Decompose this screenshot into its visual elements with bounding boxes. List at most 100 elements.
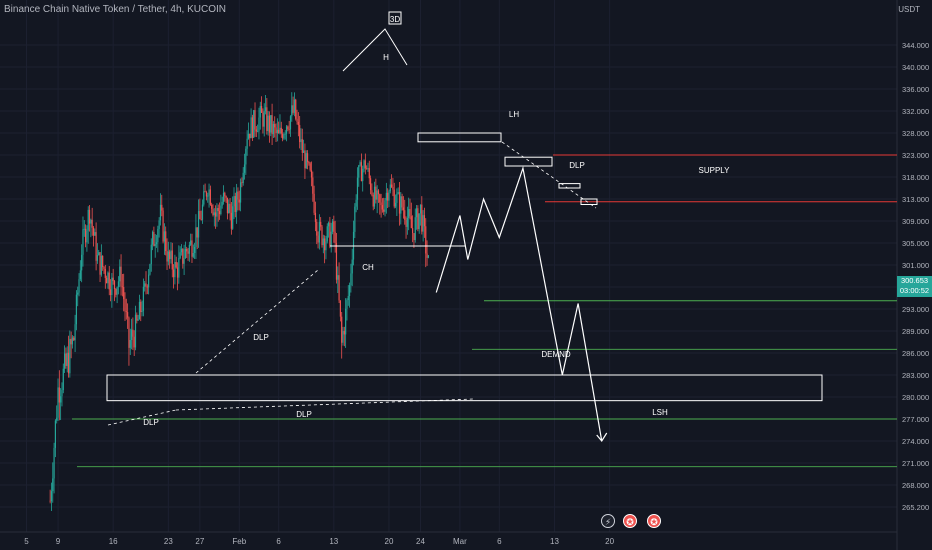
- candle: [242, 167, 244, 186]
- candle: [327, 221, 330, 238]
- candle-body: [95, 232, 97, 261]
- candle: [123, 273, 125, 312]
- candle: [94, 228, 96, 236]
- candle-body: [222, 192, 225, 202]
- candle-body: [217, 208, 219, 211]
- candle: [308, 160, 310, 166]
- candle: [221, 196, 223, 209]
- candle-body: [242, 172, 244, 184]
- x-tick-label: 9: [56, 537, 61, 546]
- candle-body: [396, 193, 398, 203]
- candle-body: [308, 161, 310, 164]
- candle: [274, 116, 276, 138]
- candle-body: [422, 215, 424, 232]
- candle-body: [155, 242, 158, 245]
- candle: [124, 292, 126, 321]
- candle-body: [91, 219, 93, 228]
- us-flag-icon-2[interactable]: ✪: [647, 514, 661, 528]
- candle: [383, 197, 385, 215]
- y-tick-label: 286.000: [902, 349, 929, 358]
- candle: [373, 181, 376, 209]
- candle-body: [183, 258, 185, 264]
- candle-body: [225, 196, 227, 198]
- candle: [372, 192, 374, 211]
- candle-body: [318, 221, 320, 243]
- candle: [275, 123, 277, 143]
- candle-body: [207, 195, 209, 197]
- candle: [179, 246, 181, 260]
- candle-body: [384, 200, 386, 212]
- candle: [391, 174, 393, 189]
- candle: [81, 244, 83, 283]
- candle: [258, 107, 260, 140]
- candle-body: [245, 148, 247, 165]
- candle-body: [117, 281, 120, 287]
- projection-path: [435, 165, 603, 442]
- candle-body: [178, 258, 180, 278]
- candle-body: [303, 150, 305, 153]
- candle-body: [381, 205, 384, 210]
- candle-body: [103, 266, 105, 269]
- us-flag-icon[interactable]: ✪: [623, 514, 637, 528]
- candle: [358, 164, 360, 187]
- candle-body: [237, 191, 239, 200]
- candle: [150, 238, 152, 272]
- candle: [405, 216, 407, 239]
- flash-icon[interactable]: ⚡: [601, 514, 615, 528]
- candle: [109, 279, 112, 302]
- candle-body: [343, 330, 345, 335]
- candle: [304, 143, 306, 180]
- candle-body: [187, 251, 189, 254]
- candle: [367, 162, 369, 172]
- candle: [142, 278, 144, 317]
- candle-body: [325, 241, 327, 251]
- candle: [355, 194, 357, 213]
- candle-body: [300, 139, 302, 143]
- candle: [165, 226, 167, 256]
- candle: [279, 114, 281, 135]
- candle: [249, 133, 251, 147]
- candle-body: [304, 150, 306, 169]
- candle-body: [171, 250, 173, 270]
- candle-body: [90, 219, 92, 224]
- candle: [330, 222, 332, 253]
- candle: [245, 146, 247, 175]
- candle-body: [330, 231, 332, 247]
- x-tick-label: 27: [195, 537, 204, 546]
- candle-body: [58, 387, 60, 403]
- candle: [289, 115, 292, 137]
- candle: [208, 183, 210, 208]
- candle: [426, 240, 428, 266]
- candle-body: [258, 117, 260, 132]
- candle: [331, 219, 334, 235]
- candle: [141, 300, 143, 317]
- candle: [272, 121, 275, 138]
- x-tick-label: 20: [605, 537, 614, 546]
- candle: [393, 182, 395, 209]
- candle-body: [233, 196, 235, 207]
- candle: [338, 262, 340, 304]
- candle: [91, 207, 93, 236]
- candle: [107, 271, 109, 289]
- candle-body: [74, 324, 76, 341]
- candle: [243, 153, 246, 180]
- candle: [92, 225, 95, 247]
- candle: [387, 188, 389, 209]
- candle-body: [162, 210, 164, 242]
- candle: [299, 116, 301, 149]
- candle: [371, 183, 373, 197]
- candle-body: [140, 301, 142, 313]
- candle-body: [182, 248, 184, 264]
- candle-body: [124, 299, 126, 312]
- candle-body: [341, 316, 343, 343]
- candle-body: [260, 105, 263, 113]
- candle-body: [204, 191, 206, 193]
- candle: [57, 378, 59, 421]
- zone-box: [558, 183, 581, 189]
- candle: [86, 225, 88, 252]
- candle-body: [159, 204, 162, 221]
- candle-body: [70, 338, 72, 345]
- candle-body: [107, 272, 109, 284]
- dlp-trendline: [195, 269, 319, 374]
